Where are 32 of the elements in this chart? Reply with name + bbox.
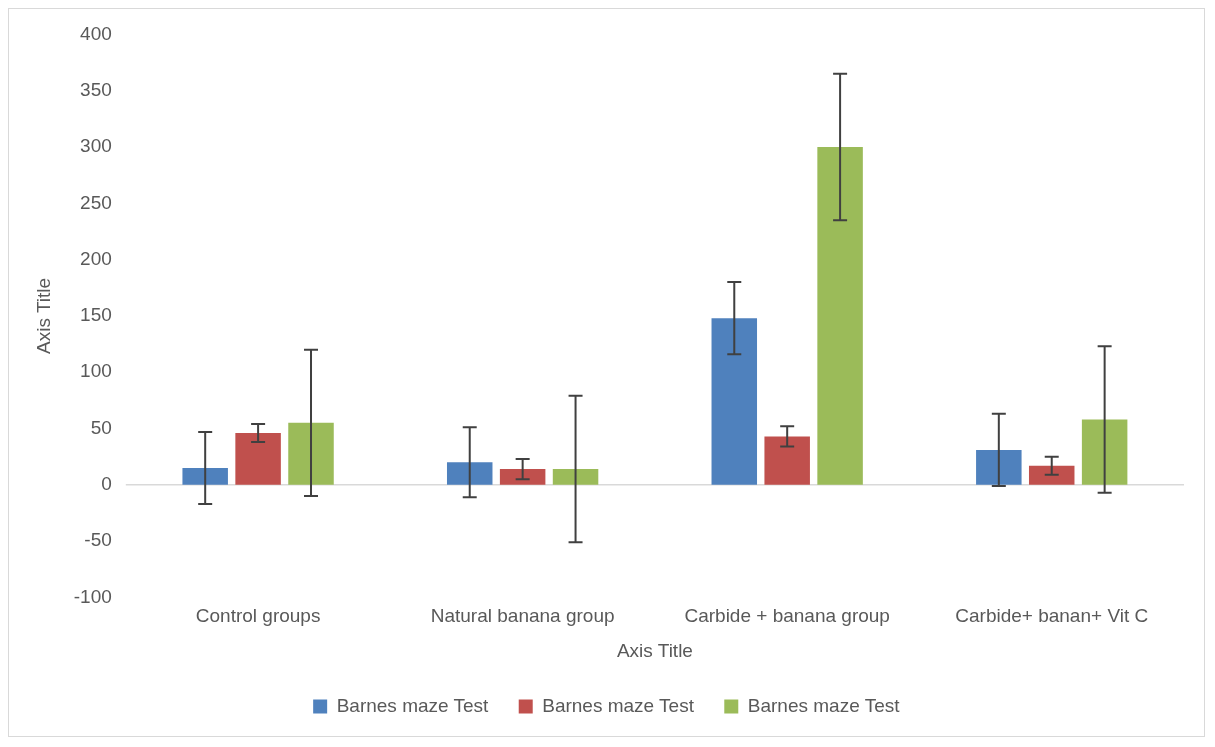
legend-label: Barnes maze Test — [747, 694, 901, 716]
bar — [446, 462, 493, 485]
y-tick-label: 200 — [80, 247, 112, 269]
y-tick-label: 0 — [101, 473, 112, 495]
bar — [288, 422, 334, 485]
x-tick-label: Carbide + banana group — [684, 605, 890, 627]
bar — [182, 467, 228, 485]
bar — [711, 318, 758, 485]
legend-label: Barnes maze Test — [336, 694, 490, 716]
x-tick-label: Control groups — [195, 605, 321, 627]
y-axis-title: Axis Title — [32, 277, 54, 354]
bar — [499, 469, 546, 485]
bar — [764, 436, 810, 485]
x-axis-title: Axis Title — [616, 639, 693, 661]
y-tick-label: 100 — [80, 360, 112, 382]
y-tick-label: 50 — [90, 416, 112, 438]
bar — [552, 469, 599, 485]
y-tick-label: 300 — [80, 135, 112, 157]
y-tick-label: 400 — [80, 22, 112, 44]
x-tick-label: Natural banana group — [430, 605, 615, 627]
y-tick-label: 350 — [80, 78, 112, 100]
x-tick-label: Carbide+ banan+ Vit C — [955, 605, 1149, 627]
bar — [976, 449, 1022, 485]
bar — [817, 147, 863, 485]
y-tick-label: 150 — [80, 304, 112, 326]
bar — [1081, 419, 1128, 485]
legend-label: Barnes maze Test — [542, 694, 695, 716]
bar — [1028, 465, 1075, 485]
y-tick-label: -50 — [84, 529, 112, 551]
y-tick-label: 250 — [80, 191, 112, 213]
y-tick-label: -100 — [73, 585, 112, 607]
bar — [235, 433, 281, 485]
